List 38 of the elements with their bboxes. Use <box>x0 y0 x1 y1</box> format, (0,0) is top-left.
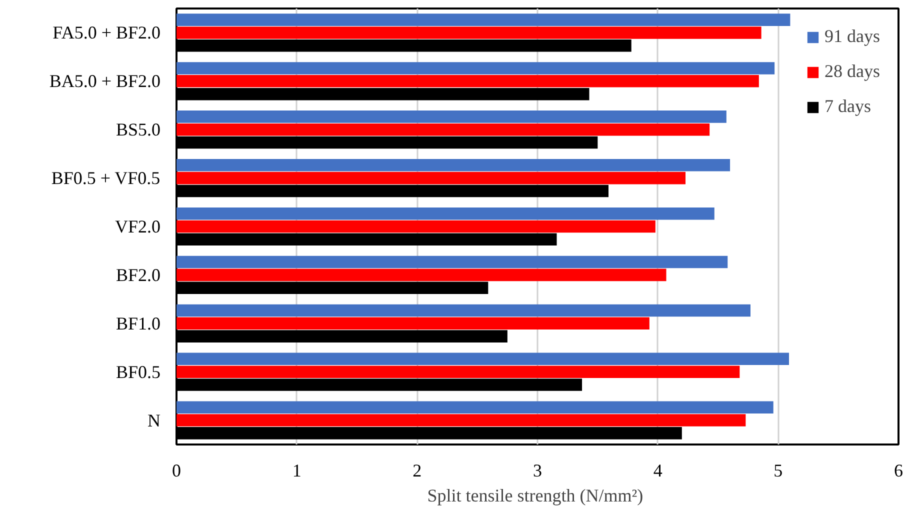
bar <box>176 317 650 330</box>
bar <box>176 220 656 233</box>
bar <box>176 159 730 172</box>
y-tick-label: N <box>148 410 160 430</box>
bar <box>176 352 789 366</box>
y-tick-label: BA5.0 + BF2.0 <box>49 71 161 92</box>
x-axis-title: Split tensile strength (N/mm²) <box>427 486 644 506</box>
y-tick-label: BF2.0 <box>116 264 161 285</box>
x-tick-label: 0 <box>172 460 181 480</box>
legend-label: 91 days <box>824 26 880 47</box>
bar <box>176 172 686 184</box>
bar <box>176 304 750 317</box>
bar <box>176 62 775 74</box>
bar <box>176 256 728 268</box>
bar <box>176 401 774 414</box>
y-tick-label: BF0.5 <box>116 362 161 382</box>
x-tick-label: 6 <box>894 460 903 480</box>
x-tick-label: 4 <box>653 460 662 480</box>
y-tick-label: BF0.5 + VF0.5 <box>51 168 160 188</box>
y-tick-label: BS5.0 <box>116 120 161 140</box>
bar <box>176 207 714 220</box>
y-tick-label: VF2.0 <box>114 216 161 236</box>
bar <box>176 14 790 26</box>
x-tick-label: 2 <box>412 460 422 480</box>
x-tick-label: 1 <box>292 460 302 480</box>
x-tick-label: 5 <box>774 460 783 480</box>
bar <box>176 414 746 426</box>
bar <box>176 75 759 88</box>
y-tick-label: BF1.0 <box>116 313 161 334</box>
legend-label: 28 days <box>824 61 880 82</box>
bar <box>176 123 710 136</box>
bar <box>176 268 666 282</box>
x-tick-label: 3 <box>533 460 542 480</box>
legend-label: 7 days <box>824 96 871 117</box>
y-tick-label: FA5.0 + BF2.0 <box>52 22 160 43</box>
bar <box>176 366 740 378</box>
bar <box>176 110 726 123</box>
bar <box>176 26 762 39</box>
